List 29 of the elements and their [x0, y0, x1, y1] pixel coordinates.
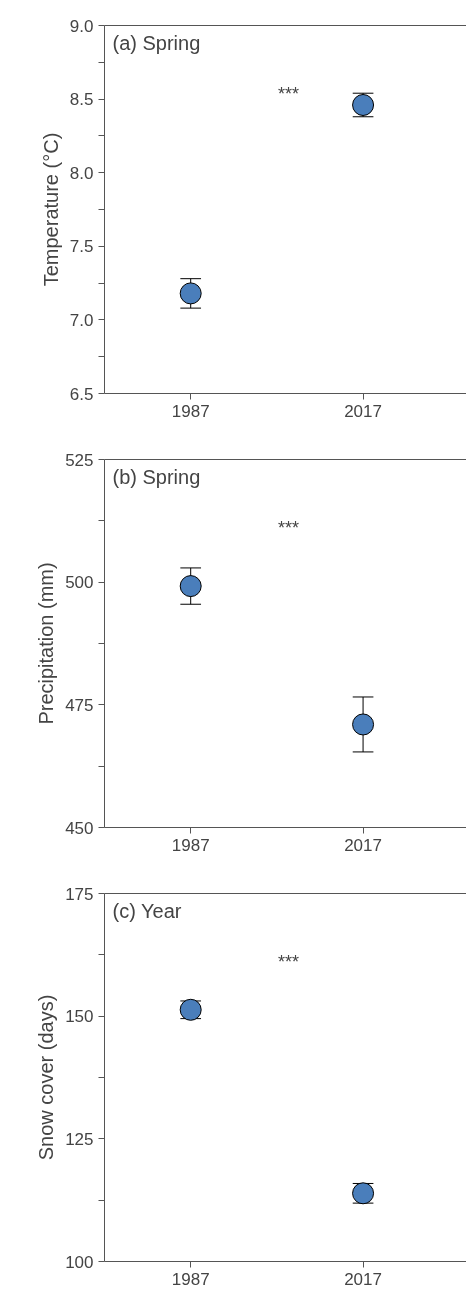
y-tick-label: 525 — [65, 450, 94, 470]
annotation: *** — [277, 83, 300, 104]
y-tick-label: 7.0 — [69, 310, 94, 330]
x-tick-label: 2017 — [344, 835, 382, 855]
y-axis-title: Temperature (°C) — [39, 132, 62, 287]
y-tick-label: 450 — [65, 818, 94, 838]
y-tick-label: 8.5 — [69, 90, 94, 110]
annotation: *** — [277, 951, 300, 972]
x-tick-label: 1987 — [171, 401, 210, 421]
y-tick-label: 175 — [65, 884, 94, 904]
y-axis-title: Precipitation (mm) — [35, 562, 58, 725]
y-axis-title: Snow cover (days) — [35, 994, 58, 1161]
y-tick-label: 100 — [65, 1252, 94, 1272]
y-tick-label: 9.0 — [69, 16, 94, 36]
y-tick-label: 125 — [65, 1129, 94, 1149]
chart-title: (c) Year — [112, 899, 182, 922]
y-tick-label: 7.5 — [69, 237, 94, 257]
x-tick-label: 1987 — [171, 835, 210, 855]
y-tick-label: 150 — [65, 1007, 94, 1027]
y-tick-label: 475 — [65, 695, 94, 715]
y-tick-label: 500 — [65, 573, 94, 593]
x-tick-label: 2017 — [344, 1269, 382, 1289]
annotation: *** — [277, 517, 300, 538]
y-tick-label: 6.5 — [69, 384, 94, 404]
x-tick-label: 2017 — [344, 401, 382, 421]
y-tick-label: 8.0 — [69, 163, 94, 183]
chart-title: (a) Spring — [112, 31, 201, 54]
chart-title: (b) Spring — [112, 465, 201, 488]
x-tick-label: 1987 — [171, 1269, 210, 1289]
